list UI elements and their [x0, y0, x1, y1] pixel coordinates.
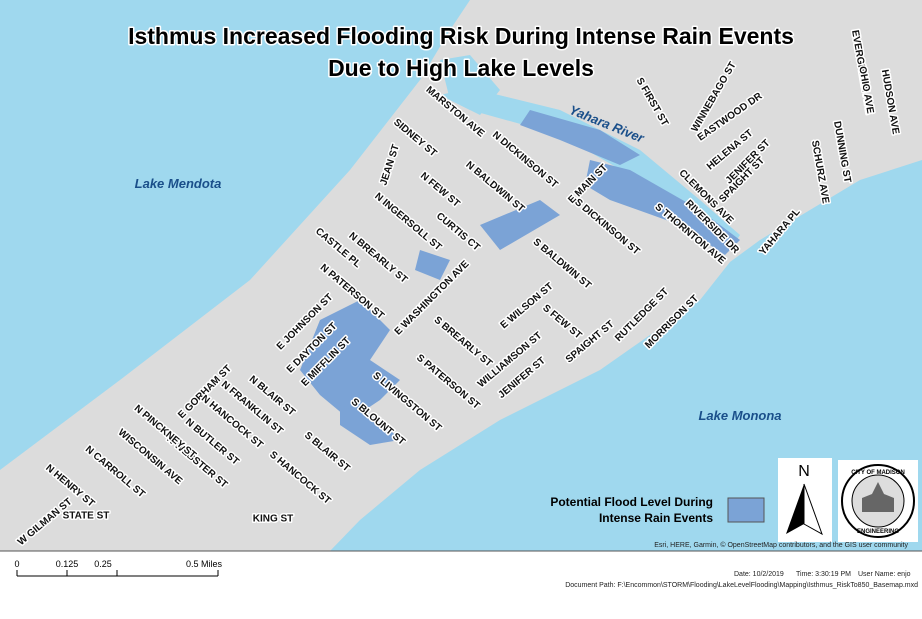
legend: Potential Flood Level During Intense Rai… — [550, 495, 765, 525]
scale-label: 0.25 — [94, 559, 112, 569]
lake-label: Lake Mendota — [135, 176, 222, 191]
lake-label: Lake Monona — [698, 408, 781, 423]
flood-area — [300, 300, 400, 420]
footer-date: Date: 10/2/2019 — [734, 571, 784, 578]
scale-bar: 0 0.125 0.25 0.5 Miles — [14, 559, 223, 577]
arrow-half — [803, 483, 823, 536]
flood-area — [585, 160, 740, 255]
north-label: N — [798, 463, 810, 480]
scale-label: 0.5 Miles — [186, 559, 223, 569]
capitol-icon — [862, 482, 894, 512]
city-seal: CITY OF MADISON ENGINEERING — [838, 460, 918, 542]
scale-label: 0 — [14, 559, 19, 569]
footer-time: Time: 3:30:19 PM — [796, 571, 851, 578]
street-label: STATE ST — [63, 511, 110, 522]
map-subtitle: Due to High Lake Levels — [328, 55, 594, 81]
seal-text: CITY OF MADISON — [851, 470, 905, 476]
legend-label: Potential Flood Level During — [550, 495, 713, 509]
north-arrow: N — [778, 458, 832, 542]
map-title: Isthmus Increased Flooding Risk During I… — [128, 23, 794, 49]
scale-label: 0.125 — [56, 559, 79, 569]
attribution: Esri, HERE, Garmin, © OpenStreetMap cont… — [654, 541, 908, 549]
isthmus-land — [0, 0, 922, 551]
flood-areas — [300, 110, 740, 445]
footer-user: User Name: enjo — [858, 571, 911, 578]
footer-path: Document Path: F:\Encommon\STORM\Floodin… — [565, 582, 918, 589]
flood-area — [520, 110, 640, 165]
arrow-half — [786, 484, 804, 534]
seal-text: ENGINEERING — [857, 529, 899, 535]
flood-area — [415, 250, 450, 280]
footer-background — [0, 551, 922, 614]
tenney-lagoon — [440, 55, 500, 115]
street-label: KING ST — [253, 514, 294, 525]
legend-label: Intense Rain Events — [599, 511, 713, 525]
flood-area — [480, 200, 560, 250]
flood-area — [340, 405, 400, 445]
legend-swatch — [727, 497, 765, 523]
